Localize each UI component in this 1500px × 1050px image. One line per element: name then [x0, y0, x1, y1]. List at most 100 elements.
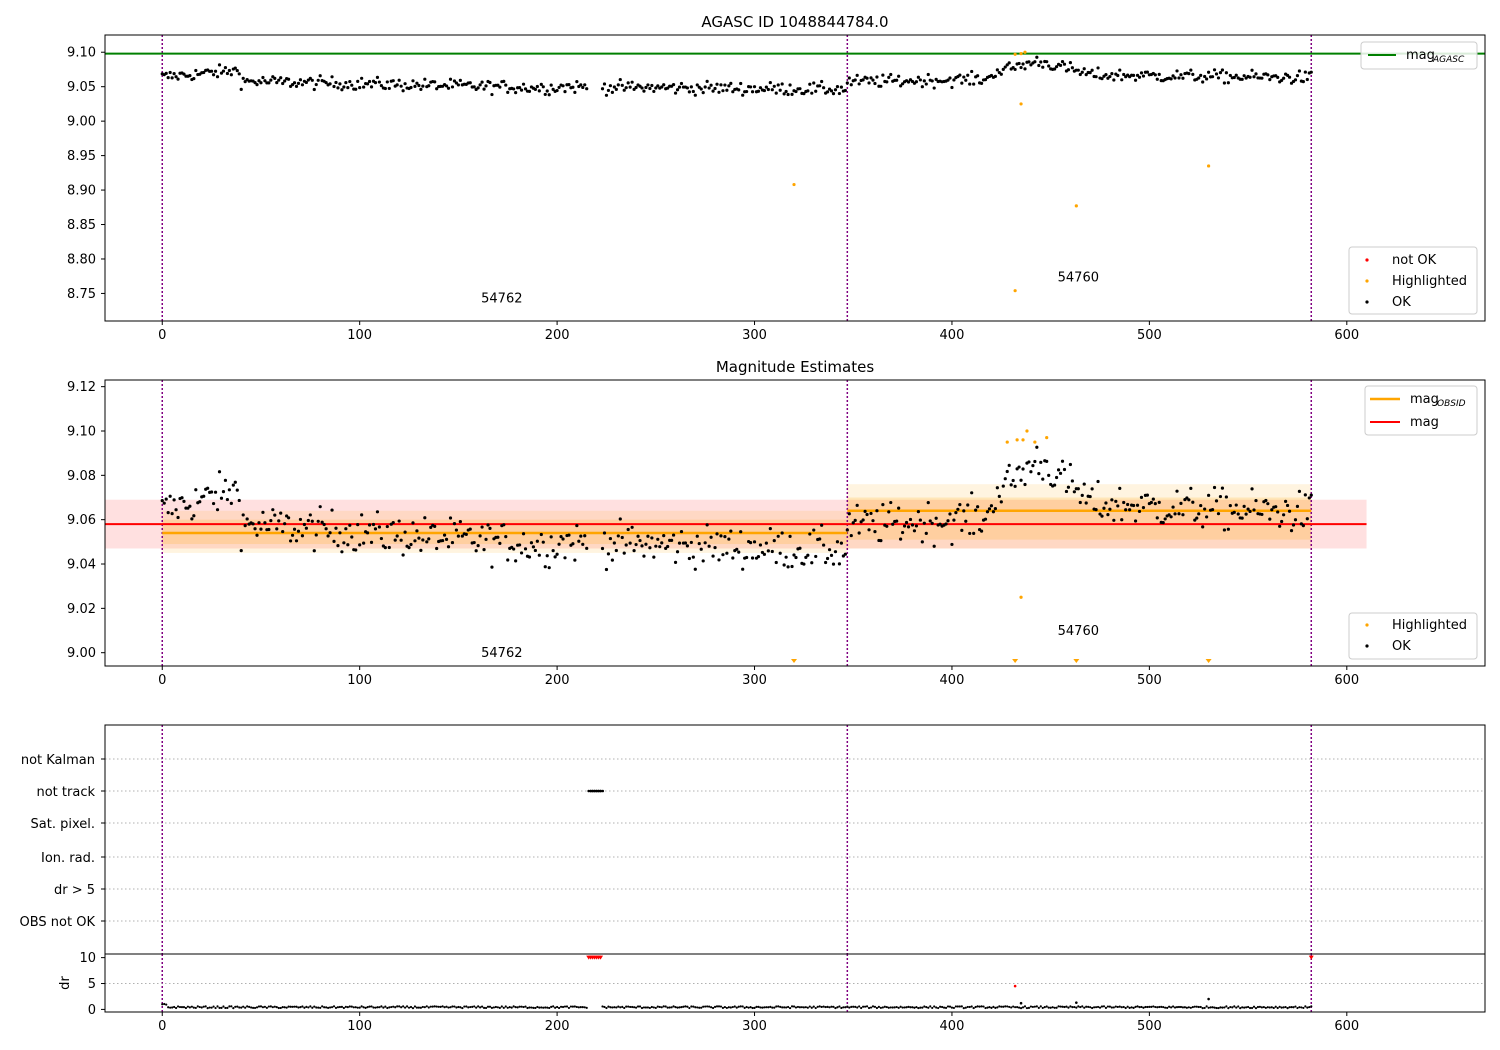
dr-point [518, 1005, 521, 1008]
dr-point [621, 1005, 624, 1009]
ok-point [725, 551, 729, 555]
ok-point [648, 546, 652, 550]
dr-point [236, 1005, 239, 1008]
dr-point [447, 1006, 450, 1009]
ok-point [308, 76, 312, 80]
ok-point [235, 488, 239, 492]
ok-point [557, 85, 561, 90]
ok-point [320, 520, 324, 524]
dr-point [706, 1005, 709, 1008]
ok-point [1118, 486, 1122, 491]
ok-point [932, 86, 936, 90]
ok-point [968, 531, 972, 536]
ok-point [652, 555, 656, 559]
ok-point [1021, 62, 1025, 66]
dr-point [370, 1005, 373, 1008]
dr-point [467, 1006, 470, 1009]
dr-point [384, 1005, 387, 1008]
y-tick-label: 9.04 [67, 558, 96, 573]
ok-point [1297, 69, 1302, 73]
ok-point [922, 521, 926, 525]
dr-point [307, 1006, 310, 1009]
dr-point [828, 1006, 831, 1009]
legend-label: not OK [1392, 253, 1437, 268]
dr-point [169, 1006, 172, 1009]
ok-point [164, 497, 168, 501]
ok-point [960, 528, 964, 532]
dr-point [642, 1006, 646, 1009]
dr-point [216, 1005, 219, 1008]
y-tick-label: 5 [88, 977, 96, 992]
ok-point [346, 543, 350, 547]
ok-point [1179, 501, 1183, 505]
ok-point [934, 77, 938, 81]
ok-point [340, 550, 344, 554]
dr-point [479, 1006, 482, 1009]
ok-point [194, 68, 198, 73]
ok-point [930, 521, 934, 525]
dr-point [1142, 1006, 1145, 1009]
dr-point [1264, 1006, 1267, 1009]
dr-point [964, 1006, 967, 1009]
ok-point [581, 85, 585, 90]
ok-point [1023, 67, 1027, 71]
ok-point [172, 72, 176, 76]
ok-point [804, 555, 808, 559]
ok-point [567, 533, 571, 537]
dr-point [743, 1006, 746, 1009]
dr-point [1217, 1006, 1220, 1010]
ok-point [1234, 503, 1238, 507]
dr-point [271, 1006, 274, 1009]
x-tick-label: 100 [347, 328, 372, 343]
ok-point [541, 540, 545, 544]
ok-point [745, 89, 749, 94]
ok-point [287, 516, 291, 520]
ok-point [899, 537, 903, 541]
ok-point [344, 81, 348, 85]
ok-point [869, 511, 873, 516]
x-tick-label: 200 [545, 673, 570, 688]
ok-point [504, 83, 508, 87]
dr-point [411, 1007, 415, 1010]
dr-point [684, 1005, 687, 1008]
ok-point [1007, 61, 1011, 65]
ok-point [869, 76, 873, 80]
ok-point [822, 86, 826, 90]
ok-point [745, 555, 749, 560]
ok-point [646, 83, 650, 87]
dr-point [1055, 1006, 1058, 1009]
ok-point [1220, 486, 1225, 490]
ok-point [298, 78, 303, 82]
ok-point [699, 87, 703, 91]
ok-point [1084, 73, 1088, 77]
dr-point [556, 1005, 559, 1009]
ok-point [839, 85, 843, 89]
ok-point [535, 84, 539, 89]
ok-point [788, 534, 792, 538]
ok-point [810, 561, 814, 565]
ok-point [976, 505, 980, 509]
dr-point [1280, 1006, 1283, 1009]
dr-point [935, 1006, 938, 1009]
ok-point [1037, 63, 1041, 68]
ok-point [673, 91, 678, 95]
panel1-line-legend: mag AGASC [1360, 41, 1478, 70]
dr-point [729, 1006, 732, 1009]
ok-point [885, 80, 889, 84]
ok-point [1080, 70, 1084, 74]
dr-point [330, 1006, 334, 1009]
ok-point [365, 82, 370, 86]
ok-point [1094, 75, 1098, 79]
ok-point [944, 522, 948, 526]
ok-point [1228, 73, 1232, 78]
ok-point [1181, 513, 1185, 517]
ok-point [1216, 512, 1221, 516]
ok-point [956, 507, 960, 511]
ok-point [1167, 513, 1171, 517]
dr-point [654, 1006, 657, 1010]
ok-point [342, 85, 346, 89]
dr-point [1110, 1006, 1113, 1009]
ok-point [1218, 71, 1223, 75]
dr-point [939, 1005, 942, 1008]
dr-point [508, 1006, 511, 1009]
